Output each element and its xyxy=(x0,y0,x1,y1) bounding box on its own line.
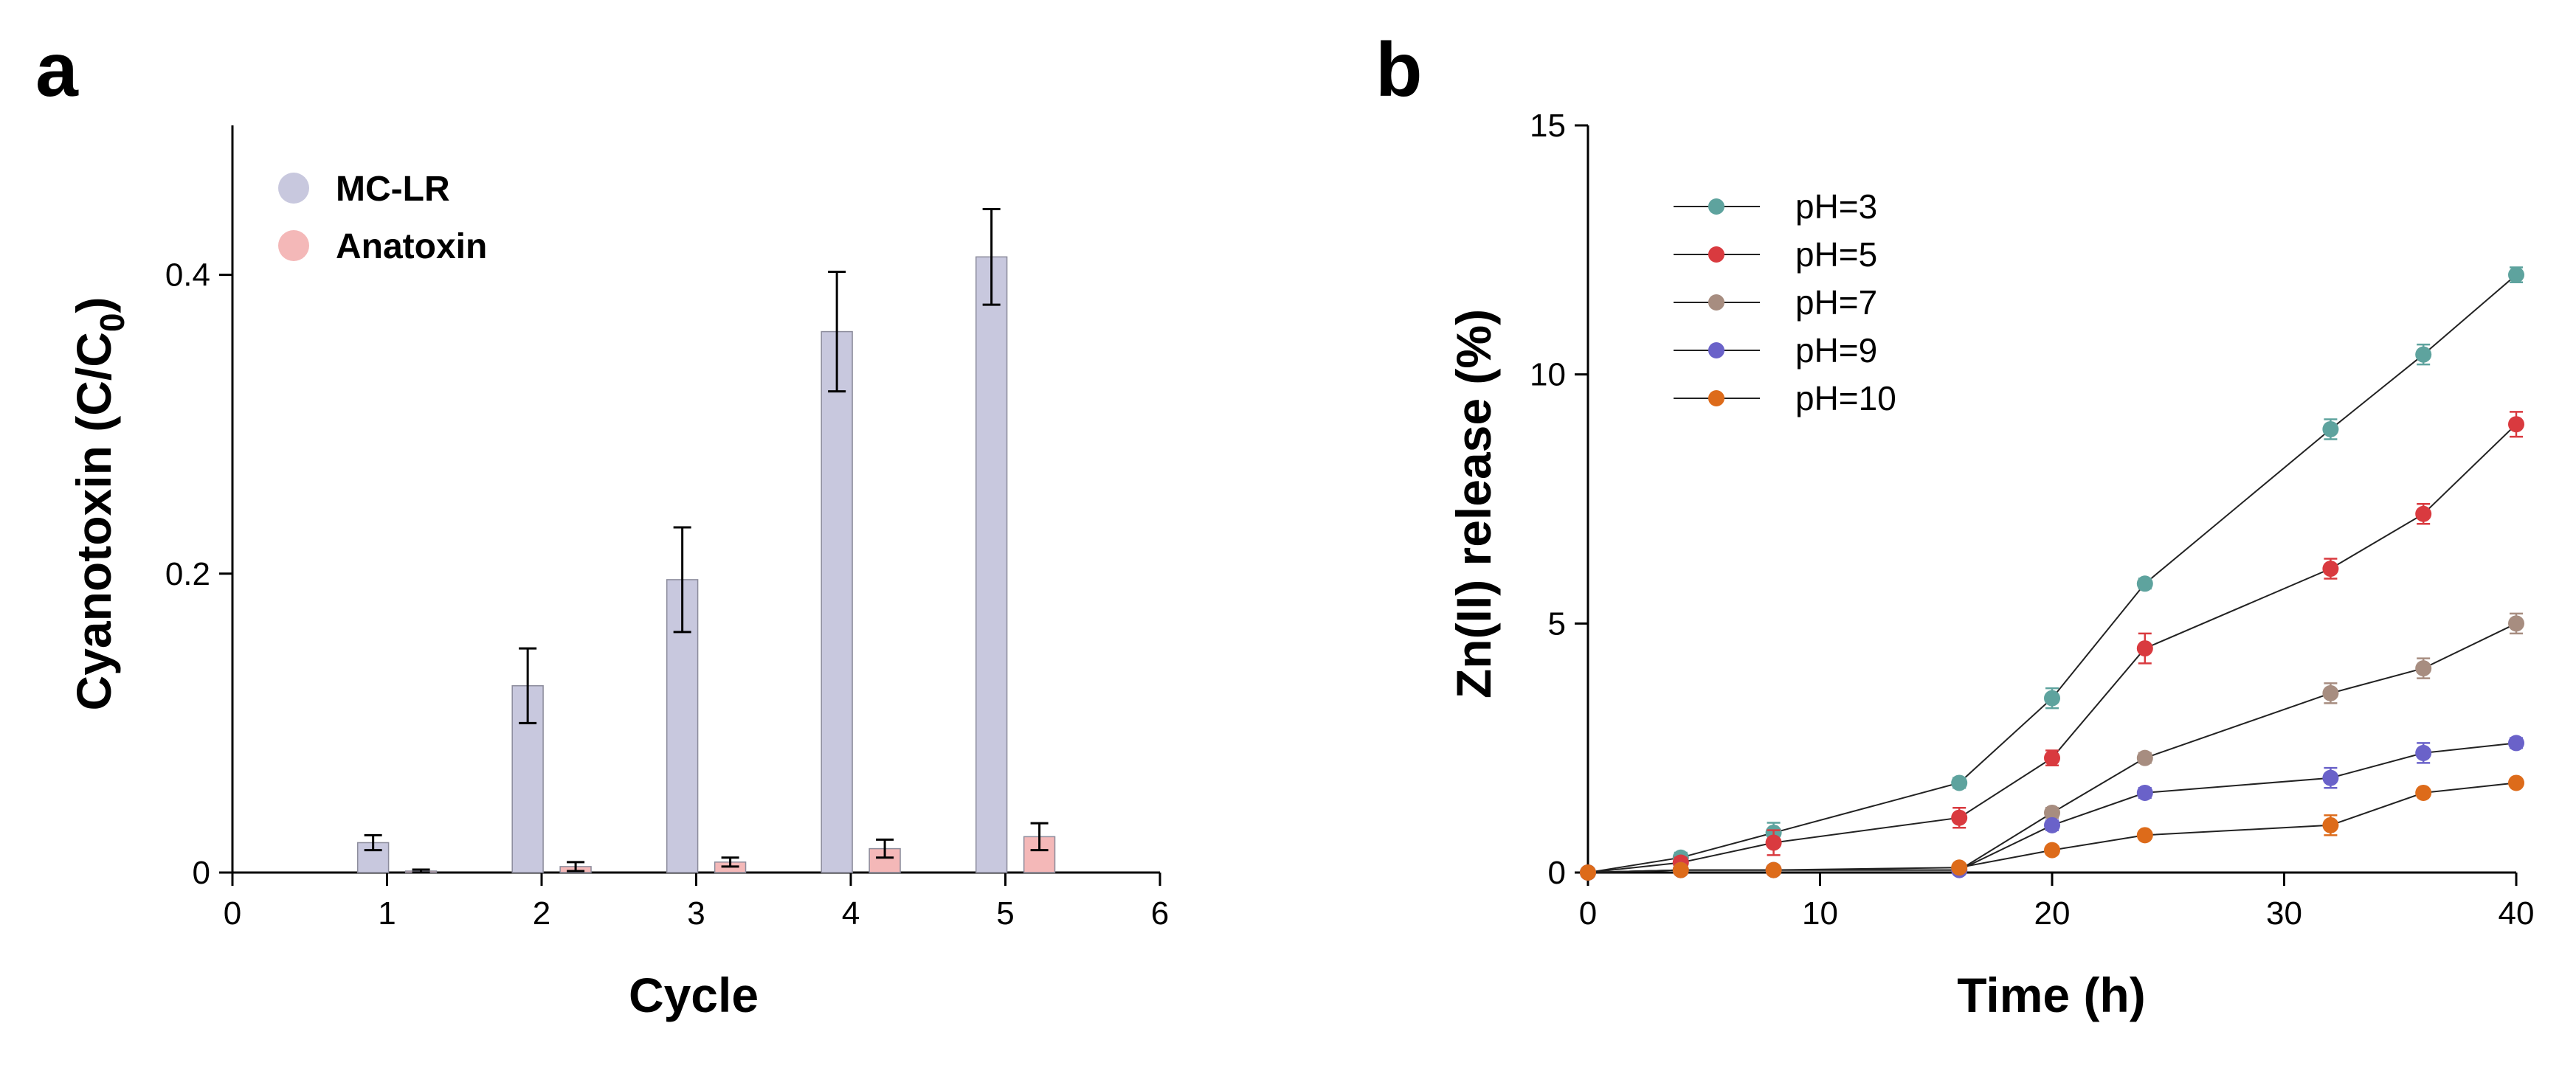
panel-b-point-ph-9 xyxy=(2415,744,2432,761)
panel-b-line-ph-3 xyxy=(1587,274,2517,873)
panel-b-legend-marker xyxy=(1708,294,1724,311)
panel-b-point-ph-5 xyxy=(2322,561,2339,578)
panel-b-point-ph-7 xyxy=(2044,804,2060,821)
panel-b-point-ph-9 xyxy=(2044,816,2060,833)
panel-b-point-ph-5 xyxy=(1951,809,1968,826)
panel-a-plot-area: 0 1 2 3 4 5 6 0 0.2 0.4 xyxy=(165,125,1169,932)
panel-b-legend-marker xyxy=(1708,198,1724,215)
panel-a-y-axis-subscript: 0 xyxy=(93,313,131,333)
panel-b-legend-marker xyxy=(1708,342,1724,358)
panel-b-point-ph-5 xyxy=(2415,505,2432,522)
panel-a-legend-label: Anatoxin xyxy=(336,227,487,266)
panel-b-point-ph-9 xyxy=(2136,784,2153,801)
panel-b-point-ph-7 xyxy=(2415,660,2432,677)
panel-b-point-ph-10 xyxy=(1765,861,1782,878)
panel-a-y-axis-title: Cyanotoxin (C/C0) xyxy=(66,297,131,711)
panel-b-point-ph-5 xyxy=(2044,749,2060,766)
panel-b-legend-marker xyxy=(1708,390,1724,406)
panel-b-point-ph-5 xyxy=(2136,640,2153,657)
panel-b-line-ph-7 xyxy=(1587,623,2517,873)
panel-b-point-ph-10 xyxy=(2044,842,2060,859)
panel-b-y-tick-label: 10 xyxy=(1530,357,1566,393)
panel-b-point-ph-10 xyxy=(1951,859,1968,876)
panel-b-x-tick-label: 0 xyxy=(1579,895,1597,932)
panel-b-point-ph-7 xyxy=(2136,749,2153,766)
panel-b-legend-label: pH=10 xyxy=(1795,379,1896,417)
panel-b-letter: b xyxy=(1375,27,1423,113)
panel-b-point-ph-3 xyxy=(2508,266,2524,283)
panel-b-point-ph-10 xyxy=(1672,861,1689,878)
panel-b-point-ph-10 xyxy=(1580,864,1596,881)
panel-b-point-ph-10 xyxy=(2508,774,2524,791)
panel-b-point-ph-3 xyxy=(2136,575,2153,592)
panel-b-y-axis-title: Zn(II) release (%) xyxy=(1446,309,1501,698)
panel-b-point-ph-9 xyxy=(2508,735,2524,752)
panel-b-legend-label: pH=9 xyxy=(1795,331,1877,370)
panel-a-x-tick-label: 4 xyxy=(842,895,860,932)
panel-b-point-ph-7 xyxy=(2322,684,2339,701)
panel-b-legend-label: pH=3 xyxy=(1795,187,1877,226)
panel-b-y-tick-label: 5 xyxy=(1548,606,1566,642)
panel-a-y-tick-label: 0.4 xyxy=(165,257,210,294)
panel-a-legend-label: MC-LR xyxy=(336,170,450,209)
panel-b-x-axis-title: Time (h) xyxy=(1957,968,2145,1022)
panel-a-x-axis-title: Cycle xyxy=(629,968,759,1022)
panel-a-bar-mc-lr xyxy=(975,256,1008,873)
panel-b-point-ph-3 xyxy=(2415,346,2432,363)
panel-a-x-tick-label: 2 xyxy=(533,895,550,932)
panel-b-point-ph-10 xyxy=(2415,784,2432,801)
panel-b-point-ph-7 xyxy=(2508,615,2524,632)
panel-b-y-tick-label: 15 xyxy=(1530,108,1566,144)
panel-b-line-chart: b 0 10 20 30 40 0 5 10 15 Time (h) Zn(II) releas… xyxy=(1375,27,2534,1022)
panel-b-point-ph-5 xyxy=(2508,416,2524,433)
panel-b-legend-marker xyxy=(1708,246,1724,263)
panel-a-legend-marker xyxy=(278,173,309,204)
panel-b-x-tick-label: 40 xyxy=(2499,895,2535,932)
panel-a-x-tick-label: 5 xyxy=(996,895,1014,932)
panel-a-x-tick-label: 3 xyxy=(687,895,705,932)
panel-b-x-tick-label: 30 xyxy=(2266,895,2302,932)
panel-b-x-tick-label: 10 xyxy=(1802,895,1838,932)
panel-b-point-ph-5 xyxy=(1765,834,1782,851)
panel-a-x-tick-label: 0 xyxy=(224,895,241,932)
panel-a-y-tick-label: 0.2 xyxy=(165,556,210,592)
panel-b-point-ph-10 xyxy=(2322,816,2339,833)
panel-b-x-tick-label: 20 xyxy=(2034,895,2071,932)
panel-a-legend-marker xyxy=(278,230,309,261)
panel-a-y-tick-label: 0 xyxy=(193,855,210,891)
panel-b-point-ph-3 xyxy=(1951,774,1968,791)
panel-a-legend: MC-LR Anatoxin xyxy=(278,170,487,266)
panel-b-legend-label: pH=7 xyxy=(1795,283,1877,322)
panel-b-y-tick-label: 0 xyxy=(1548,855,1566,891)
panel-b-point-ph-10 xyxy=(2136,827,2153,844)
panel-a-letter: a xyxy=(35,27,79,113)
panel-b-point-ph-3 xyxy=(2322,420,2339,437)
panel-b-legend-label: pH=5 xyxy=(1795,235,1877,274)
panel-b-point-ph-3 xyxy=(2044,690,2060,707)
panel-a-bar-chart: a 0 1 2 3 4 5 6 0 0.2 0.4 Cycle Cyanotoxin (C/C0)… xyxy=(35,27,1169,1022)
panel-b-plot-area: 0 10 20 30 40 0 5 10 15 xyxy=(1530,108,2534,932)
panel-b-legend: pH=3 pH=5 pH=7 pH=9 pH=10 xyxy=(1674,187,1896,417)
panel-b-point-ph-9 xyxy=(2322,769,2339,786)
panel-a-x-tick-label: 1 xyxy=(378,895,396,932)
panel-a-x-tick-label: 6 xyxy=(1151,895,1169,932)
panel-a-bar-mc-lr xyxy=(821,330,853,873)
